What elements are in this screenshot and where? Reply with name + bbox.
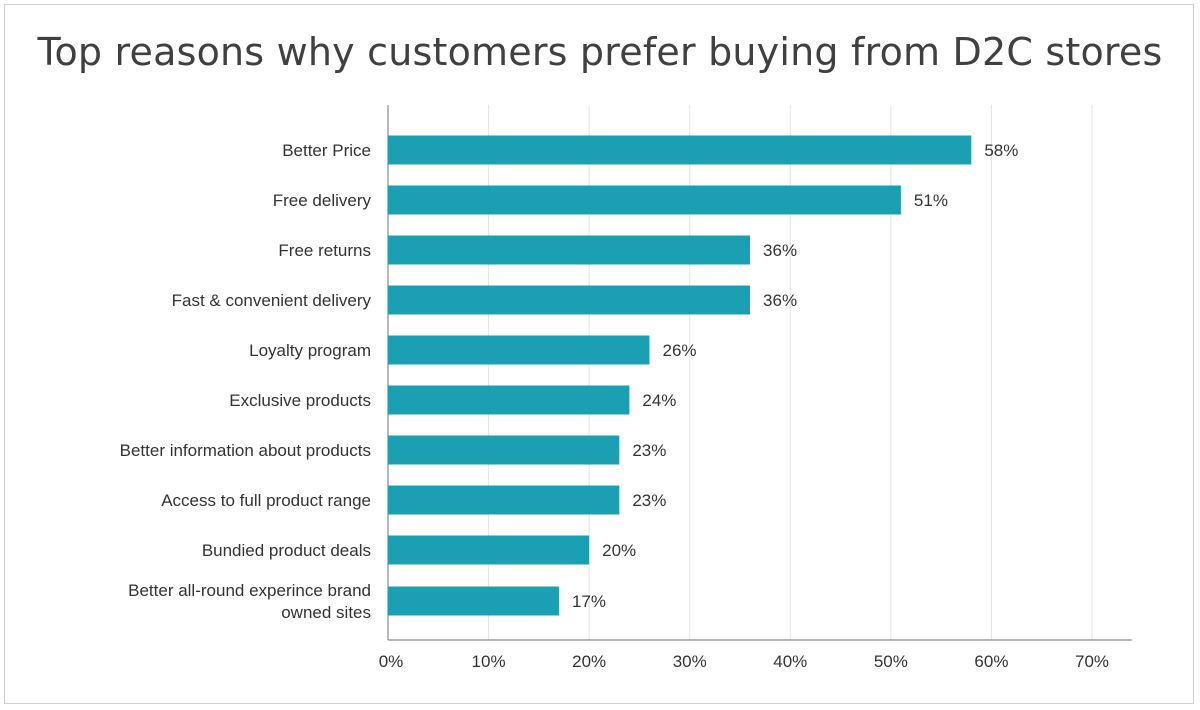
bar [388,435,620,465]
category-label: Better information about products [120,441,371,460]
bar [388,535,590,565]
bar [388,235,751,265]
value-label: 20% [602,541,636,560]
bar [388,185,901,215]
x-tick-label: 10% [472,652,506,671]
value-label: 36% [763,291,797,310]
bar [388,485,620,515]
value-label: 23% [632,441,666,460]
category-label: Better all-round experince brand [128,581,371,600]
bar [388,335,650,365]
value-label: 36% [763,241,797,260]
value-label: 26% [662,341,696,360]
category-label: Free returns [278,241,371,260]
category-label: Loyalty program [249,341,371,360]
category-label: Better Price [282,141,371,160]
category-label: Exclusive products [229,391,371,410]
x-tick-label: 50% [874,652,908,671]
value-label: 23% [632,491,666,510]
bar [388,285,751,315]
chart-title: Top reasons why customers prefer buying … [37,30,1163,74]
value-label: 17% [572,592,606,611]
value-label: 58% [984,141,1018,160]
bar [388,385,630,415]
category-label: Fast & convenient delivery [172,291,372,310]
category-label: owned sites [281,603,371,622]
x-tick-label: 70% [1075,652,1109,671]
bar [388,586,559,616]
category-label: Bundied product deals [202,541,371,560]
value-label: 51% [914,191,948,210]
x-tick-label: 30% [673,652,707,671]
x-tick-label: 0% [379,652,404,671]
value-label: 24% [642,391,676,410]
x-tick-label: 20% [572,652,606,671]
bar [388,135,972,165]
category-label: Access to full product range [161,491,371,510]
x-tick-label: 60% [974,652,1008,671]
category-label: Free delivery [273,191,372,210]
x-tick-label: 40% [773,652,807,671]
